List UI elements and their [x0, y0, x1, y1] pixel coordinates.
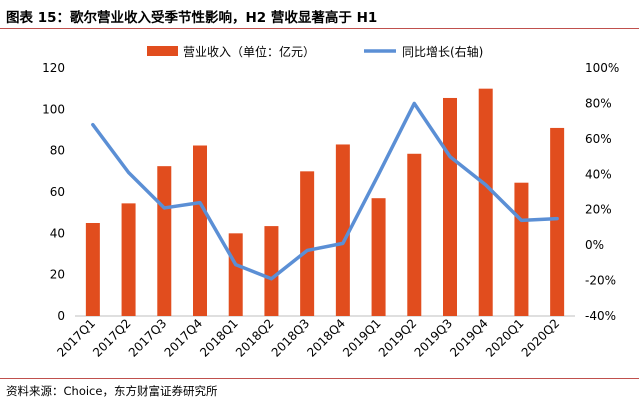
right-axis-tick-label: 0%	[585, 238, 604, 252]
right-axis-tick-label: 100%	[585, 61, 619, 75]
right-axis-tick-label: 20%	[585, 203, 612, 217]
left-axis-tick-label: 120	[42, 61, 65, 75]
x-axis-tick-label: 2019Q1	[340, 316, 384, 360]
bar-2017Q1	[85, 223, 100, 316]
x-axis-tick-label: 2017Q3	[126, 316, 170, 360]
bar-2019Q4	[478, 88, 493, 317]
x-axis-tick-label: 2019Q4	[447, 316, 491, 360]
x-axis-tick-label: 2019Q3	[412, 316, 456, 360]
bar-2018Q3	[300, 171, 315, 316]
bar-2020Q1	[514, 182, 529, 316]
bar-2018Q4	[335, 144, 350, 316]
right-axis-tick-label: 80%	[585, 96, 612, 110]
x-axis-tick-label: 2017Q2	[90, 316, 134, 360]
right-axis-tick-label: 60%	[585, 132, 612, 146]
chart-title: 图表 15：歌尔营业收入受季节性影响，H2 营收显著高于 H1	[6, 10, 378, 26]
left-axis-tick-label: 100	[42, 102, 65, 116]
x-axis-tick-label: 2020Q1	[483, 316, 527, 360]
bar-2018Q2	[264, 226, 279, 316]
x-axis-tick-label: 2020Q2	[519, 316, 563, 360]
left-axis-tick-label: 0	[57, 309, 65, 323]
bar-2019Q3	[443, 97, 457, 316]
growth-line	[91, 101, 559, 281]
left-axis-tick-label: 20	[50, 268, 65, 282]
x-axis-tick-label: 2018Q2	[233, 316, 277, 360]
title-rule	[0, 28, 639, 29]
bar-2019Q2	[407, 153, 422, 316]
x-axis-tick-label: 2018Q4	[304, 316, 348, 360]
left-axis-tick-label: 60	[50, 185, 65, 199]
bar-2017Q3	[157, 166, 172, 316]
x-axis-tick-label: 2018Q3	[269, 316, 313, 360]
bar-2017Q2	[121, 203, 136, 316]
left-axis-tick-label: 40	[50, 226, 65, 240]
legend-bar-swatch	[147, 46, 178, 56]
bar-2017Q4	[193, 145, 207, 316]
bar-2018Q1	[228, 233, 243, 316]
left-axis-tick-label: 80	[50, 144, 65, 158]
right-axis-tick-label: -40%	[585, 309, 616, 323]
source-note: 资料来源：Choice，东方财富证券研究所	[6, 384, 218, 398]
legend-bar-label: 营业收入（单位：亿元）	[183, 44, 315, 59]
x-axis-tick-label: 2017Q4	[162, 316, 206, 360]
bar-2020Q2	[550, 127, 565, 316]
right-axis-tick-label: 40%	[585, 167, 612, 181]
source-rule	[0, 378, 639, 379]
x-axis-tick-label: 2018Q1	[197, 316, 241, 360]
x-axis-tick-label: 2019Q2	[376, 316, 420, 360]
bar-2019Q1	[371, 198, 386, 316]
legend-line-label: 同比增长(右轴)	[402, 44, 483, 59]
right-axis-tick-label: -20%	[585, 274, 616, 288]
